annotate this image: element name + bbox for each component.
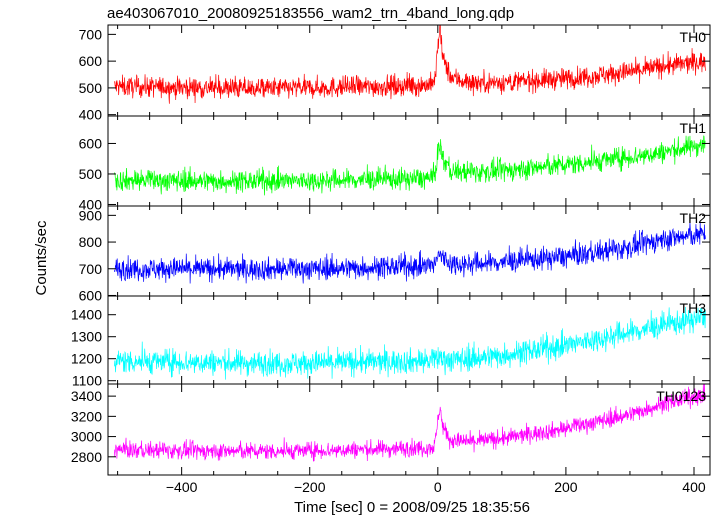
y-tick-label: 1200 — [71, 351, 102, 367]
series-line-th1 — [114, 135, 706, 196]
y-tick-label: 2800 — [71, 449, 102, 465]
panel-frame — [107, 383, 711, 476]
y-tick-label: 600 — [79, 53, 103, 69]
y-tick-label: 1300 — [71, 329, 102, 345]
x-tick-label: 200 — [554, 479, 578, 495]
y-tick-label: 700 — [79, 26, 103, 42]
y-tick-label: 1400 — [71, 307, 102, 323]
y-tick-label: 3000 — [71, 429, 102, 445]
series-line-th0123 — [114, 384, 706, 462]
panel-label: TH0 — [680, 29, 707, 45]
y-tick-label: 1100 — [72, 373, 102, 389]
y-tick-label: 3200 — [71, 408, 102, 424]
y-tick-label: 500 — [79, 166, 103, 182]
panel-th0123: 2800 3000 3200 3400 TH0123 — [71, 383, 711, 476]
y-tick-label: 3400 — [71, 388, 102, 404]
panel-th1: 400 500 600 TH1 — [79, 115, 711, 212]
y-tick-label: 600 — [79, 135, 103, 151]
series-line-th0 — [114, 25, 706, 104]
y-tick-label: 800 — [79, 234, 103, 250]
x-tick-label: −400 — [166, 479, 198, 495]
panel-frame — [107, 295, 711, 385]
y-tick-label: 900 — [79, 207, 103, 223]
y-tick-label: 400 — [79, 196, 103, 212]
y-tick-label: 600 — [79, 287, 103, 303]
chart-title: ae403067010_20080925183556_wam2_trn_4ban… — [107, 5, 514, 22]
panel-th2: 600 700 800 900 TH2 — [79, 205, 711, 303]
panel-label: TH0123 — [656, 388, 706, 404]
x-axis-label: Time [sec] 0 = 2008/09/25 18:35:56 — [294, 499, 530, 516]
series-line-th2 — [114, 222, 706, 284]
x-tick-label: −200 — [294, 479, 326, 495]
panel-th0: 400 500 600 700 TH0 — [79, 24, 711, 123]
y-tick-label: 400 — [79, 107, 103, 123]
y-tick-label: 500 — [79, 80, 103, 96]
y-tick-label: 700 — [79, 261, 103, 277]
x-tick-label: 400 — [682, 479, 706, 495]
panel-group: 400 500 600 700 TH0 400 500 600 TH1 600 700 800 900 T… — [71, 24, 711, 495]
panel-label: TH1 — [680, 120, 707, 136]
series-line-th3 — [114, 307, 706, 380]
panel-label: TH2 — [680, 210, 707, 226]
panel-label: TH3 — [680, 300, 707, 316]
y-axis-label: Counts/sec — [33, 220, 50, 296]
x-tick-label: 0 — [434, 479, 442, 495]
panel-th3: 1100 1200 1300 1400 TH3 — [71, 295, 711, 389]
